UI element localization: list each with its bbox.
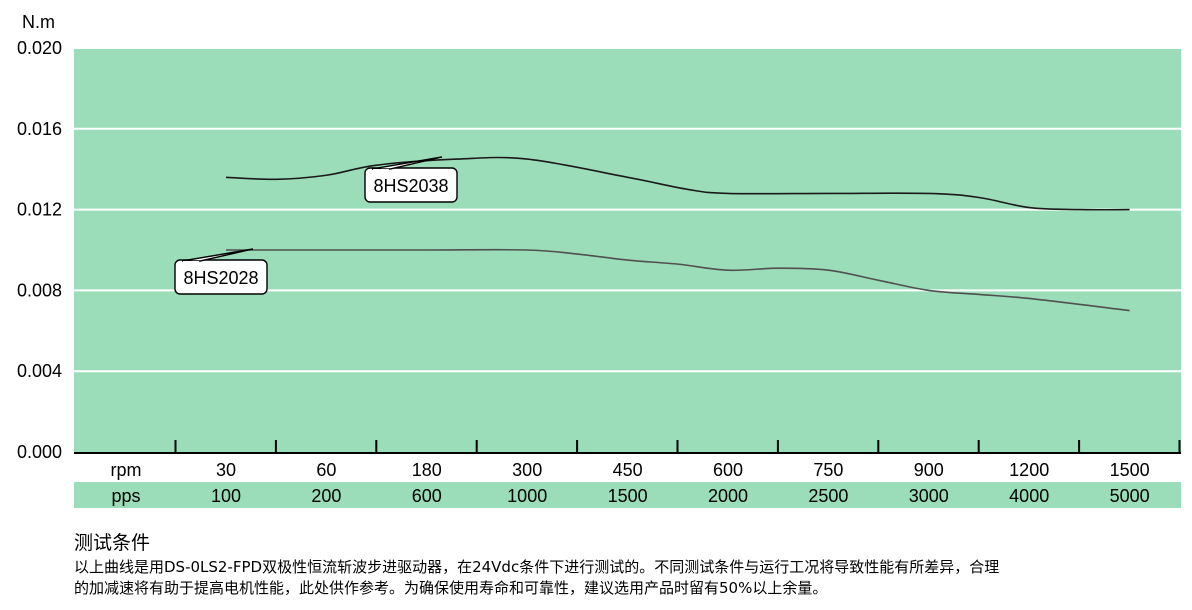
- y-tick-label: 0.012: [17, 200, 62, 220]
- x-tick-label-pps: 2000: [708, 486, 748, 506]
- x-row-label-rpm: rpm: [111, 460, 142, 480]
- test-conditions-line-2: 的加减速将有助于提高电机性能，此处供作参考。为确保使用寿命和可靠性，建议选用产品…: [74, 579, 828, 597]
- x-tick-label-pps: 1000: [507, 486, 547, 506]
- x-tick-label-pps: 5000: [1110, 486, 1150, 506]
- series-line-8HS2028: [225, 248, 1130, 312]
- x-tick-label-pps: 2500: [808, 486, 848, 506]
- x-tick-label-rpm: 750: [813, 460, 843, 480]
- series-layer: [225, 156, 1130, 312]
- x-tick-label-rpm: 900: [914, 460, 944, 480]
- x-tick-label-pps: 600: [412, 486, 442, 506]
- x-tick-label-rpm: 450: [613, 460, 643, 480]
- x-row-label-pps: pps: [111, 486, 140, 506]
- torque-chart: 0.000 0.004 0.008 0.012 0.016 0.020 N.m rpm 30 6…: [17, 12, 1181, 508]
- y-tick-label: 0.020: [17, 38, 62, 58]
- x-axis: rpm 30 60 180 300 450 600 750 900 1200 1500 pps 100 2…: [74, 440, 1181, 508]
- x-tick-label-rpm: 30: [216, 460, 236, 480]
- x-tick-label-pps: 4000: [1009, 486, 1049, 506]
- x-tick-label-pps: 100: [211, 486, 241, 506]
- y-tick-label: 0.008: [17, 280, 62, 300]
- x-tick-label-rpm: 60: [316, 460, 336, 480]
- test-conditions-line-1: 以上曲线是用DS-0LS2-FPD双极性恒流斩波步进驱动器，在24Vdc条件下进…: [74, 558, 1000, 576]
- y-tick-label: 0.000: [17, 442, 62, 462]
- pps-band: [74, 482, 1181, 508]
- x-tick-label-rpm: 300: [512, 460, 542, 480]
- series-line-8HS2038: [225, 156, 1130, 211]
- x-tick-label-rpm: 600: [713, 460, 743, 480]
- y-axis: 0.000 0.004 0.008 0.012 0.016 0.020 N.m: [17, 12, 62, 462]
- y-unit-label: N.m: [22, 12, 55, 32]
- callout-label: 8HS2028: [183, 268, 258, 288]
- callout-joint: [373, 169, 389, 173]
- y-tick-label: 0.004: [17, 361, 62, 381]
- annotation-layer: 8HS2038 8HS2028: [174, 156, 458, 295]
- x-tick-label-rpm: 180: [412, 460, 442, 480]
- callout-box: [174, 259, 268, 295]
- x-tick-label-pps: 3000: [909, 486, 949, 506]
- callout-8HS2038: 8HS2038: [364, 156, 458, 203]
- x-tick-label-rpm: 1200: [1009, 460, 1049, 480]
- test-conditions-title: 测试条件: [74, 532, 151, 554]
- callout-box: [364, 167, 458, 203]
- x-tick-label-rpm: 1500: [1110, 460, 1150, 480]
- callout-8HS2028: 8HS2028: [174, 248, 268, 295]
- callout-label: 8HS2038: [373, 176, 448, 196]
- x-tick-label-pps: 1500: [608, 486, 648, 506]
- x-tick-label-pps: 200: [311, 486, 341, 506]
- callout-joint: [183, 261, 199, 265]
- y-tick-label: 0.016: [17, 119, 62, 139]
